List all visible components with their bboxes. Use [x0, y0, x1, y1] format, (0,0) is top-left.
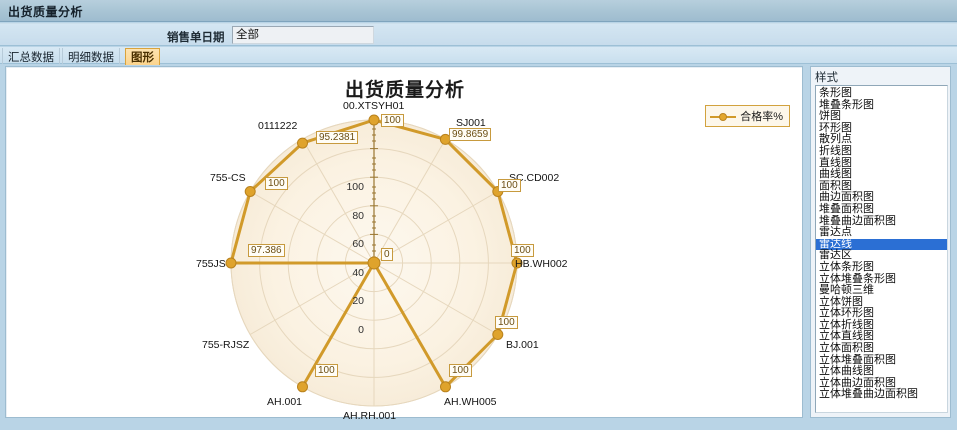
chart-type-item[interactable]: 面积图	[819, 179, 852, 192]
radar-chart-canvas	[225, 114, 523, 407]
legend-label-pass-rate: 合格率%	[740, 111, 783, 123]
chart-type-item[interactable]: 立体曲线图	[819, 365, 874, 378]
category-label-ah001: AH.001	[267, 396, 303, 408]
category-label-755js: 755JS	[196, 258, 226, 270]
page-title: 出货质量分析	[8, 5, 84, 19]
tab-detail-data[interactable]: 明细数据	[62, 48, 120, 64]
legend-marker-icon	[710, 112, 737, 121]
point-value-sc-cd002: 100	[498, 179, 521, 192]
chart-type-item[interactable]: 立体堆叠条形图	[819, 272, 896, 285]
chart-type-item[interactable]: 立体条形图	[819, 260, 874, 273]
chart-type-listbox[interactable]: 条形图 堆叠条形图 饼图 环形图 散列点 折线图 直线图 曲线图 面积图 曲边面积图 堆叠面积图 堆叠…	[815, 85, 948, 413]
chart-type-item[interactable]: 散列点	[819, 133, 852, 146]
chart-type-item[interactable]: 立体饼图	[819, 295, 863, 308]
chart-type-item[interactable]: 曲线图	[819, 168, 852, 181]
point-value-0111222: 95.2381	[316, 131, 359, 144]
tab-graph[interactable]: 图形	[125, 48, 160, 65]
chart-type-item[interactable]: 雷达点	[819, 226, 852, 239]
chart-type-item[interactable]: 立体直线图	[819, 330, 874, 343]
chart-type-item[interactable]: 立体折线图	[819, 318, 874, 331]
chart-type-item[interactable]: 曲边面积图	[819, 191, 874, 204]
chart-type-item[interactable]: 立体堆叠面积图	[819, 353, 896, 366]
style-panel-caption: 样式	[815, 72, 838, 84]
axis-tick-0: 0	[358, 324, 364, 336]
category-label-ah-wh005: AH.WH005	[444, 396, 497, 408]
chart-type-item[interactable]: 雷达区	[819, 249, 852, 262]
point-value-sj001: 99.8659	[449, 128, 492, 141]
category-label-hb-wh002: HB.WH002	[515, 258, 568, 270]
style-panel: 样式 条形图 堆叠条形图 饼图 环形图 散列点 折线图 直线图 曲线图 面积图 曲边面积图 堆叠面积…	[810, 66, 951, 418]
tab-strip: 汇总数据 明细数据 图形	[0, 47, 957, 65]
window-titlebar: 出货质量分析	[0, 0, 957, 22]
chart-panel: 出货质量分析 合格率%	[5, 66, 803, 422]
chart-type-item[interactable]: 立体堆叠曲边面积图	[819, 388, 918, 401]
chart-legend[interactable]: 合格率%	[705, 105, 790, 127]
axis-tick-20: 20	[352, 295, 364, 307]
chart-type-item[interactable]: 折线图	[819, 144, 852, 157]
axis-tick-100: 100	[346, 181, 364, 193]
point-value-755js: 97.386	[248, 244, 285, 257]
chart-type-item[interactable]: 直线图	[819, 156, 852, 169]
category-label-sj001: SJ001	[456, 117, 486, 129]
sales-date-label: 销售单日期	[167, 32, 225, 44]
category-label-00-xtsyh01: 00.XTSYH01	[343, 100, 405, 112]
chart-type-item[interactable]: 饼图	[819, 110, 841, 123]
chart-type-list: 条形图 堆叠条形图 饼图 环形图 散列点 折线图 直线图 曲线图 面积图 曲边面积图 堆叠面积图 堆叠…	[816, 86, 947, 401]
sales-date-input[interactable]: 全部	[232, 26, 374, 44]
tab-summary-data[interactable]: 汇总数据	[2, 48, 60, 64]
chart-type-item[interactable]: 立体面积图	[819, 342, 874, 355]
category-label-ah-rh001: AH.RH.001	[343, 410, 397, 422]
point-value-ah-rh001: 0	[381, 248, 393, 261]
chart-type-item[interactable]: 雷达线	[816, 238, 947, 251]
point-value-ah-wh005: 100	[449, 364, 472, 377]
chart-type-item[interactable]: 堆叠面积图	[819, 202, 874, 215]
chart-type-item[interactable]: 曼哈顿三维	[819, 284, 874, 297]
radar-series-points	[225, 114, 523, 393]
category-label-755-cs: 755-CS	[210, 172, 246, 184]
point-value-755-cs: 100	[265, 177, 288, 190]
axis-tick-80: 80	[352, 210, 364, 222]
chart-type-item[interactable]: 立体环形图	[819, 307, 874, 320]
point-value-bj001: 100	[495, 316, 518, 329]
chart-type-item[interactable]: 条形图	[819, 87, 852, 99]
chart-type-item[interactable]: 环形图	[819, 121, 852, 134]
axis-tick-40: 40	[352, 267, 364, 279]
point-value-hb-wh002: 100	[511, 244, 534, 257]
chart-type-item[interactable]: 立体曲边面积图	[819, 376, 896, 389]
point-value-00-xtsyh01: 100	[381, 114, 404, 127]
category-label-sc-cd002: SC.CD002	[509, 172, 560, 184]
axis-tick-60: 60	[352, 238, 364, 250]
category-label-0111222: 0111222	[258, 120, 298, 132]
chart-type-item[interactable]: 堆叠条形图	[819, 98, 874, 111]
point-value-ah001: 100	[315, 364, 338, 377]
chart-type-item[interactable]: 堆叠曲边面积图	[819, 214, 896, 227]
chart-title: 出货质量分析	[344, 80, 465, 101]
category-label-bj001: BJ.001	[506, 339, 539, 351]
category-label-755-rjsz: 755-RJSZ	[202, 339, 250, 351]
filter-bar: 销售单日期 全部	[0, 23, 957, 46]
